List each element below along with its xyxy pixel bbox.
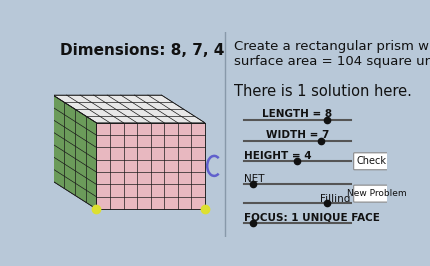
Text: There is 1 solution here.: There is 1 solution here. <box>233 84 412 99</box>
Text: WIDTH = 7: WIDTH = 7 <box>266 131 329 140</box>
Text: surface area = 104 square units.: surface area = 104 square units. <box>233 55 430 68</box>
Polygon shape <box>53 95 96 209</box>
Polygon shape <box>53 95 205 123</box>
Text: NET: NET <box>244 174 265 184</box>
FancyBboxPatch shape <box>353 185 400 202</box>
Text: New Problem: New Problem <box>347 189 407 198</box>
Text: Check: Check <box>356 156 387 166</box>
Polygon shape <box>96 123 205 209</box>
Text: HEIGHT = 4: HEIGHT = 4 <box>244 151 312 161</box>
Text: FOCUS: 1 UNIQUE FACE: FOCUS: 1 UNIQUE FACE <box>244 213 380 223</box>
Text: Dimensions: 8, 7, 4: Dimensions: 8, 7, 4 <box>60 43 224 59</box>
Text: LENGTH = 8: LENGTH = 8 <box>262 109 332 119</box>
Text: Create a rectangular prism with: Create a rectangular prism with <box>233 40 430 53</box>
Text: Filling: Filling <box>320 194 350 203</box>
FancyBboxPatch shape <box>353 153 389 170</box>
